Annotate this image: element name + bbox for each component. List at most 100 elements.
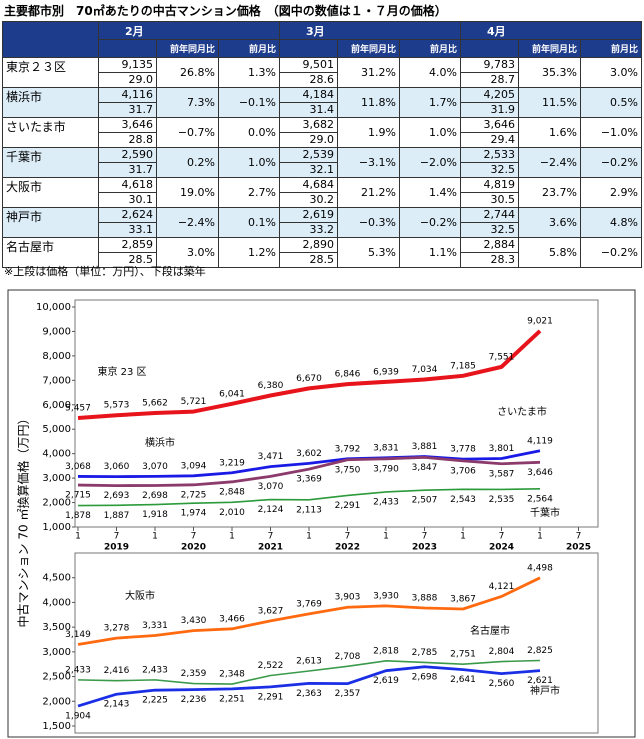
data-label: 3,149: [65, 630, 91, 640]
price: 4,618: [121, 178, 154, 191]
data-label: 2,785: [412, 648, 438, 658]
x-tick-label: 7: [268, 532, 274, 542]
data-label: 3,831: [373, 443, 399, 453]
mom: −0.2%: [580, 147, 642, 178]
age: 28.5: [280, 252, 337, 267]
data-label: 2,715: [65, 491, 91, 501]
data-label: 2,818: [373, 646, 399, 656]
data-label: 1,918: [142, 510, 168, 520]
data-label: 6,939: [373, 367, 399, 377]
series-line: [77, 456, 541, 488]
subheader: 前年同月比: [337, 39, 400, 58]
x-tick-label: 1: [306, 532, 312, 542]
table-row: 神戸市 2,624 33.1 −2.4% 0.1% 2,619 33.2 −0.3% −0.2%…: [2, 207, 642, 238]
mom: −0.2%: [399, 207, 461, 238]
y-tick-label: 1,500: [42, 721, 71, 732]
mom: 2.7%: [218, 177, 280, 208]
y-tick-label: 2,000: [42, 696, 71, 707]
age: 28.3: [461, 252, 518, 267]
age: 28.5: [99, 252, 156, 267]
data-label: 1,974: [181, 509, 207, 519]
price: 2,890: [302, 238, 335, 251]
month-header: 4月: [460, 21, 642, 40]
y-tick-label: 2,500: [42, 672, 71, 683]
data-label: 3,801: [489, 444, 515, 454]
yoy: −0.7%: [156, 117, 219, 148]
subheader: 前年同月比: [156, 39, 219, 58]
year-label: 2024: [489, 543, 514, 553]
data-label: 3,219: [219, 458, 245, 468]
data-label: 4,121: [489, 582, 515, 592]
data-label: 2,725: [181, 490, 207, 500]
y-tick-label: 4,000: [42, 597, 71, 608]
age: 29.0: [280, 132, 337, 147]
age: 31.7: [99, 162, 156, 177]
mom: −0.1%: [218, 87, 280, 118]
yoy: 11.5%: [518, 87, 581, 118]
yoy: 1.9%: [337, 117, 400, 148]
data-label: 2,522: [258, 661, 284, 671]
city: 大阪市: [2, 177, 99, 208]
data-label: 2,143: [104, 700, 130, 710]
table-row: 名古屋市 2,859 28.5 3.0% 1.2% 2,890 28.5 5.3% 1.1% 2,…: [2, 237, 642, 268]
price: 2,624: [121, 208, 154, 221]
data-label: 4,498: [527, 563, 553, 573]
price: 2,744: [483, 208, 516, 221]
subheader-row: 前年同月比 前月比 前年同月比 前月比 前年同月比 前月比: [3, 39, 642, 58]
data-label: 7,034: [412, 365, 438, 375]
price: 2,859: [121, 238, 154, 251]
data-label: 6,846: [335, 370, 361, 380]
data-label: 2,433: [142, 665, 168, 675]
note: ※上段は価格（単位：万円）、下段は築年: [4, 265, 206, 278]
data-label: 2,619: [373, 676, 399, 686]
series-name: 名古屋市: [470, 624, 510, 637]
age: 32.5: [461, 162, 518, 177]
price-cell: 4,116 31.7: [98, 87, 157, 118]
mom: 2.9%: [580, 177, 642, 208]
month-header: 3月: [279, 21, 461, 40]
x-tick-label: 7: [576, 532, 582, 542]
data-label: 3,903: [335, 593, 361, 603]
data-label: 9,021: [527, 316, 553, 326]
yoy: 0.2%: [156, 147, 219, 178]
data-label: 5,457: [65, 404, 91, 414]
data-label: 3,278: [104, 624, 130, 634]
yoy: 3.6%: [518, 207, 581, 238]
yoy: 7.3%: [156, 87, 219, 118]
data-label: 3,471: [258, 452, 284, 462]
y-tick-label: 8,000: [42, 351, 71, 362]
x-tick-label: 7: [499, 532, 505, 542]
x-tick-label: 1: [460, 532, 466, 542]
price-cell: 4,684 30.2: [279, 177, 338, 208]
mom: 0.1%: [218, 207, 280, 238]
data-label: 3,888: [412, 593, 438, 603]
y-tick-label: 10,000: [36, 302, 71, 313]
data-label: 2,251: [219, 694, 245, 704]
price-cell: 2,619 33.2: [279, 207, 338, 238]
price: 4,205: [483, 88, 516, 101]
price: 4,184: [302, 88, 335, 101]
y-tick-label: 3,000: [42, 647, 71, 658]
data-label: 2,124: [258, 505, 284, 515]
mom: 0.5%: [580, 87, 642, 118]
data-label: 2,291: [335, 501, 361, 511]
price-cell: 2,624 33.1: [98, 207, 157, 238]
subheader: [460, 39, 519, 58]
price: 2,884: [483, 238, 516, 251]
data-label: 3,778: [450, 445, 476, 455]
price: 3,646: [121, 118, 154, 131]
yoy: −2.4%: [156, 207, 219, 238]
price: 2,619: [302, 208, 335, 221]
yoy: 5.3%: [337, 237, 400, 268]
data-label: 7,551: [489, 352, 515, 362]
series-name: 千葉市: [530, 506, 560, 519]
age: 31.4: [280, 102, 337, 117]
subheader: 前月比: [399, 39, 461, 58]
price-cell: 2,890 28.5: [279, 237, 338, 268]
price: 2,533: [483, 148, 516, 161]
price-cell: 2,859 28.5: [98, 237, 157, 268]
x-tick-label: 7: [345, 532, 351, 542]
year-label: 2019: [104, 543, 129, 553]
chart: 中古マンション 70 ㎡換算価格（万円） 1,000 2,000 3,000 4,000…: [7, 289, 636, 738]
price-cell: 2,590 31.7: [98, 147, 157, 178]
